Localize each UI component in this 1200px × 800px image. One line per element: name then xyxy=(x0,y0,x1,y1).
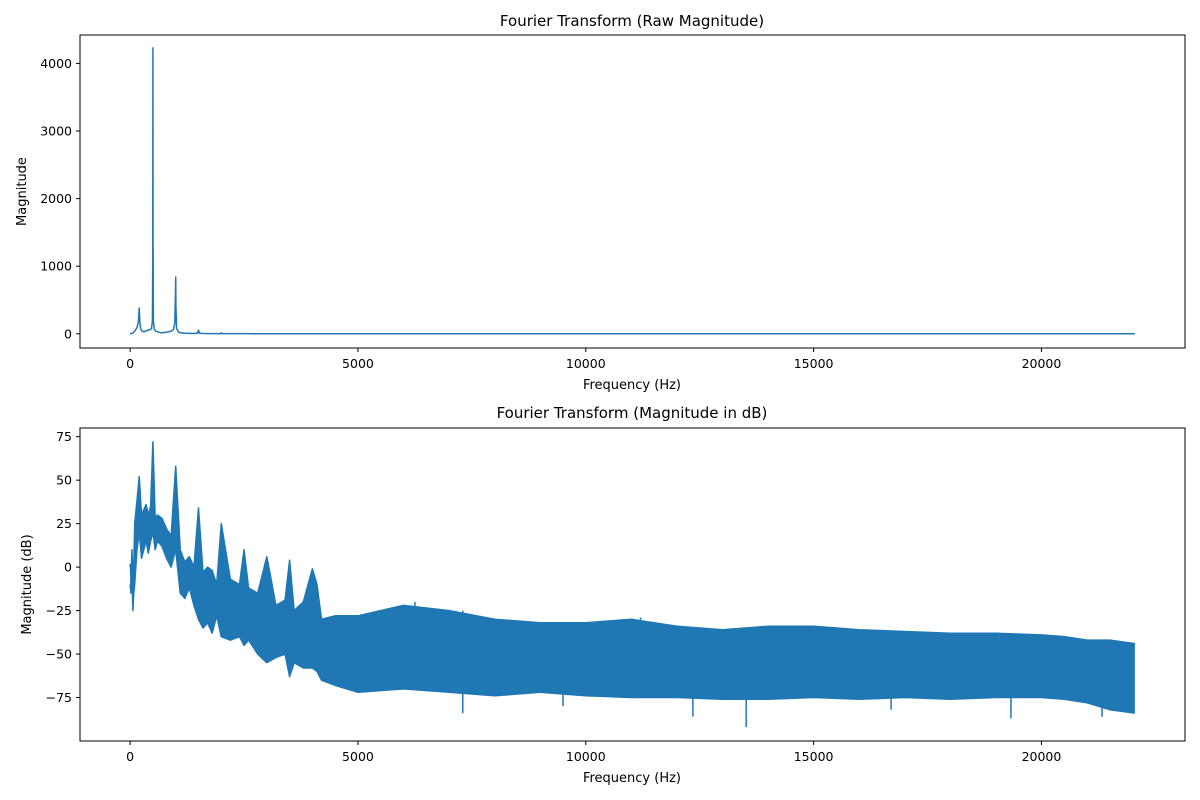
series-envelope xyxy=(130,441,1135,714)
x-tick-label: 0 xyxy=(126,356,134,371)
y-tick-label: 75 xyxy=(56,429,72,444)
raw-magnitude-chart: Fourier Transform (Raw Magnitude) 0 5000 1… xyxy=(15,12,1186,393)
series-lower-edge xyxy=(129,531,1135,714)
x-tick-label: 15000 xyxy=(794,356,834,371)
y-tick-label: 0 xyxy=(64,326,72,341)
x-axis-label: Frequency (Hz) xyxy=(583,378,681,393)
plot-area xyxy=(129,441,1135,728)
series-upper-edge xyxy=(129,441,1135,645)
y-tick-label: 1000 xyxy=(40,259,72,274)
y-tick-label: 50 xyxy=(56,473,72,488)
series-line xyxy=(129,47,1135,335)
tick-group: 0 5000 10000 15000 20000 0 1000 2000 3000 4000 xyxy=(40,56,1061,371)
y-tick-label: 0 xyxy=(64,560,72,575)
y-tick-label: 2000 xyxy=(40,191,72,206)
axes-frame xyxy=(79,34,1186,349)
y-axis-label: Magnitude (dB) xyxy=(20,534,35,634)
y-tick-label: 3000 xyxy=(40,123,72,138)
y-tick-label: 4000 xyxy=(40,56,72,71)
x-tick-label: 5000 xyxy=(342,749,374,764)
y-tick-label: −50 xyxy=(46,647,72,662)
plot-area xyxy=(129,47,1135,335)
x-tick-label: 10000 xyxy=(566,356,606,371)
x-tick-label: 15000 xyxy=(794,749,834,764)
x-tick-label: 0 xyxy=(126,749,134,764)
chart-title: Fourier Transform (Magnitude in dB) xyxy=(497,404,768,422)
chart-title: Fourier Transform (Raw Magnitude) xyxy=(500,12,764,30)
y-tick-label: 25 xyxy=(56,516,72,531)
x-tick-label: 20000 xyxy=(1022,749,1062,764)
axes-frame xyxy=(79,427,1186,742)
y-axis-label: Magnitude xyxy=(15,157,30,226)
y-tick-label: −25 xyxy=(46,603,72,618)
x-tick-label: 20000 xyxy=(1022,356,1062,371)
x-axis-label: Frequency (Hz) xyxy=(583,771,681,786)
x-tick-label: 10000 xyxy=(566,749,606,764)
db-magnitude-chart: Fourier Transform (Magnitude in dB) 0 500… xyxy=(20,404,1186,786)
x-tick-label: 5000 xyxy=(342,356,374,371)
tick-group: 0 5000 10000 15000 20000 −75 −50 −25 0 25 50 75 xyxy=(46,429,1062,764)
y-tick-label: −75 xyxy=(46,690,72,705)
